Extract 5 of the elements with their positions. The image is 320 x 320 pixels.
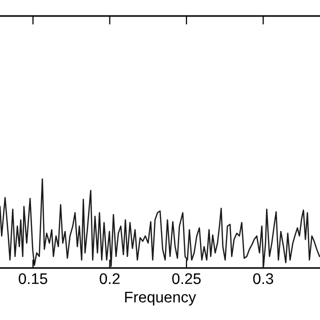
x-tick-label: 0.25 bbox=[172, 273, 201, 284]
x-tick-label: 0.15 bbox=[18, 273, 48, 284]
x-axis-title: Frequency bbox=[125, 292, 196, 306]
x-tick-label: 0.2 bbox=[100, 273, 120, 284]
x-tick-label: 0.3 bbox=[253, 273, 274, 284]
